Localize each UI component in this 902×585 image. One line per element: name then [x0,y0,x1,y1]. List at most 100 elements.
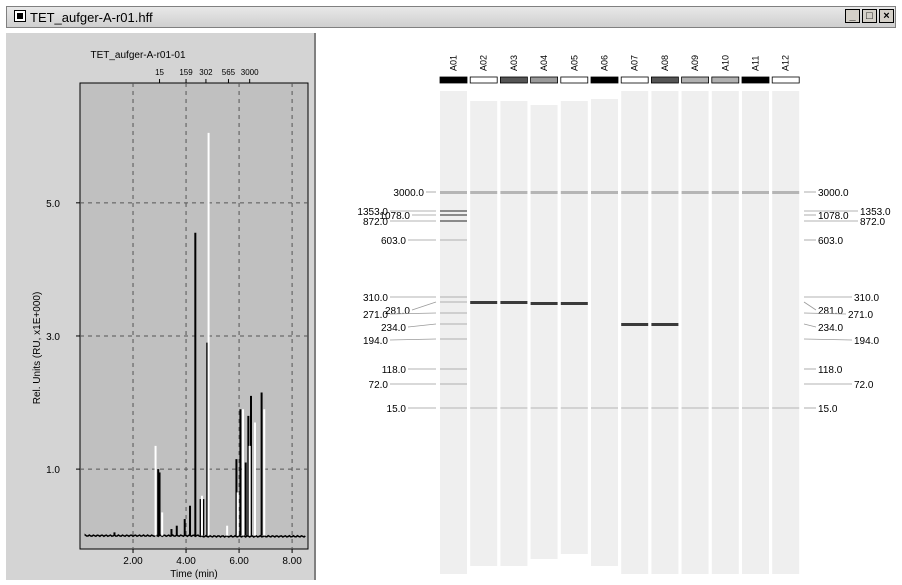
ladder-label-left: 234.0 [381,323,406,334]
minimize-button[interactable]: _ [845,9,860,23]
close-button[interactable]: × [879,9,894,23]
ladder-label-left: 3000.0 [393,188,424,199]
ladder-label-left: 15.0 [387,404,407,415]
ladder-leader [389,338,437,341]
lane-color-key[interactable] [560,76,589,84]
lane-color-key[interactable] [499,76,528,84]
lane-label: A09 [690,55,700,71]
electropherogram-chart[interactable]: TET_aufger-A-r01-01 15 159 302 565 3000 2.00… [6,33,314,580]
y-tick-label: 5.0 [46,199,60,210]
marker-band [681,407,709,409]
lane-label: A12 [781,55,791,71]
ladder-label-right: 15.0 [818,404,838,415]
gel-lane[interactable] [591,99,618,566]
marker-band [500,191,528,194]
lane-label: A05 [569,55,579,71]
ladder-label-right: 1353.0 [860,207,891,218]
y-tick-label: 1.0 [46,465,60,476]
sample-band[interactable] [470,301,498,304]
window-title: TET_aufger-A-r01.hff [30,10,153,25]
ladder-band [440,383,467,385]
lane-label: A11 [751,56,761,71]
ladder-label-right: 281.0 [818,306,843,317]
size-marker-label: 565 [222,68,236,77]
gel-lane[interactable] [621,91,649,574]
ladder-label-right: 234.0 [818,323,843,334]
ladder-label-left: 281.0 [385,306,410,317]
gel-lane[interactable] [500,101,528,566]
gel-lane[interactable] [651,91,679,574]
gel-lane[interactable] [681,91,709,574]
marker-band [530,191,558,194]
size-marker-label: 3000 [241,68,259,77]
lane-color-key[interactable] [620,76,649,84]
x-axis-label: Time (min) [170,569,217,580]
marker-band [470,191,498,194]
window-titlebar[interactable] [0,0,902,33]
lane-color-key[interactable] [681,76,710,84]
ladder-leader [803,312,847,315]
lane-label: A06 [600,55,610,71]
lane-color-key[interactable] [771,76,800,84]
app-icon[interactable] [14,10,26,22]
ladder-band [440,301,467,303]
gel-lane[interactable] [711,91,739,574]
chart-title: TET_aufger-A-r01-01 [90,50,185,61]
sample-band[interactable] [621,323,649,326]
ladder-band [440,312,467,314]
ladder-label-right: 603.0 [818,236,843,247]
lane-color-key[interactable] [439,76,468,84]
lane-color-key[interactable] [590,76,619,84]
sample-band[interactable] [500,301,528,304]
marker-band [651,191,679,194]
marker-band [772,191,800,194]
x-tick-label: 2.00 [123,556,143,567]
lane-label: A04 [539,55,549,71]
gel-lane[interactable] [530,105,558,559]
marker-band [621,191,649,194]
ladder-leader [407,323,437,328]
marker-band [500,407,528,409]
gel-image[interactable]: A01 A02 A03 A04 A05 A06 A07 A08 A09 A10 A11 A12 300… [318,33,902,580]
ladder-band [440,210,467,212]
ladder-band [440,296,467,298]
gel-view-pane: A01 A02 A03 A04 A05 A06 A07 A08 A09 A10 A11 A12 300… [318,33,902,580]
sample-band[interactable] [530,302,558,305]
x-tick-label: 8.00 [282,556,302,567]
lane-label: A07 [630,55,640,71]
gel-lane[interactable] [742,91,769,574]
ladder-leader [803,338,853,341]
gel-lane[interactable] [470,101,498,566]
lane-color-key[interactable] [711,76,740,84]
marker-band [440,407,467,409]
gel-lane[interactable] [560,101,588,554]
marker-band [742,407,769,409]
gel-lane[interactable] [440,91,467,574]
ladder-label-left: 72.0 [369,380,389,391]
sample-band[interactable] [560,302,588,305]
lane-color-key[interactable] [530,76,559,84]
ladder-label-right: 271.0 [848,310,873,321]
ladder-label-left: 1078.0 [379,211,410,222]
marker-band [560,407,588,409]
ladder-leader [411,301,437,311]
ladder-label-left: 194.0 [363,336,388,347]
ladder-label-left: 271.0 [363,310,388,321]
ladder-band [440,239,467,241]
lane-color-key[interactable] [741,76,770,84]
ladder-label-right: 310.0 [854,293,879,304]
marker-band [621,407,649,409]
lane-color-key[interactable] [650,76,679,84]
size-marker-label: 159 [179,68,193,77]
lane-label: A01 [449,55,459,71]
lane-label: A02 [479,55,489,71]
lane-label: A08 [660,55,670,71]
lane-color-key[interactable] [469,76,498,84]
baseline-trace [84,533,306,538]
maximize-button[interactable]: □ [862,9,877,23]
sample-band[interactable] [651,323,679,326]
plot-area[interactable] [79,82,309,550]
marker-band [440,191,467,194]
ladder-label-left: 872.0 [363,217,388,228]
gel-lane[interactable] [772,91,800,574]
